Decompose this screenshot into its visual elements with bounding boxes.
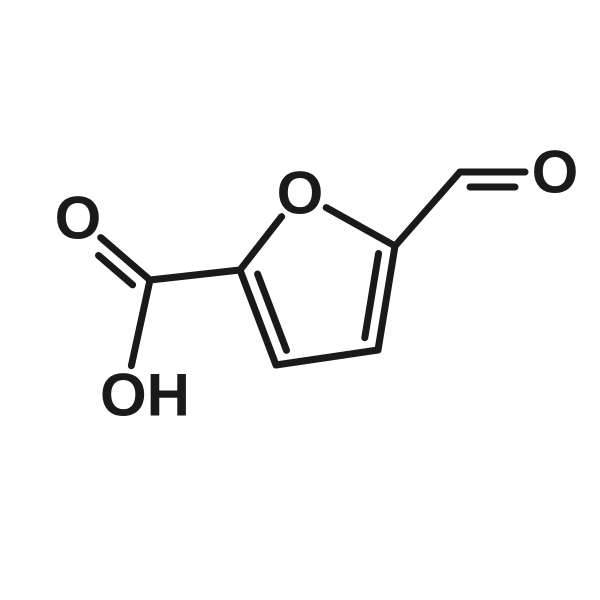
- atom-O_dbl: O: [55, 185, 102, 252]
- bond-C5-O_ring: [326, 208, 395, 246]
- bond2-C4-C5: [365, 253, 379, 337]
- bond-C_COOH-O_dbl: [101, 238, 150, 280]
- bond-C2-C_COOH: [150, 270, 240, 280]
- bond-C5-C_CHO: [395, 172, 460, 246]
- atom-O_OH: OH: [100, 362, 190, 429]
- atom-O_ring: O: [277, 160, 324, 227]
- bond-O_ring-C2: [240, 217, 282, 270]
- molecule-diagram: O O O OH: [0, 0, 600, 600]
- bond-C_COOH-O_OH: [131, 280, 150, 366]
- bond-C3-C4: [276, 350, 378, 365]
- bond2-C2-C3: [258, 274, 287, 350]
- atom-O_CHO: O: [532, 139, 579, 206]
